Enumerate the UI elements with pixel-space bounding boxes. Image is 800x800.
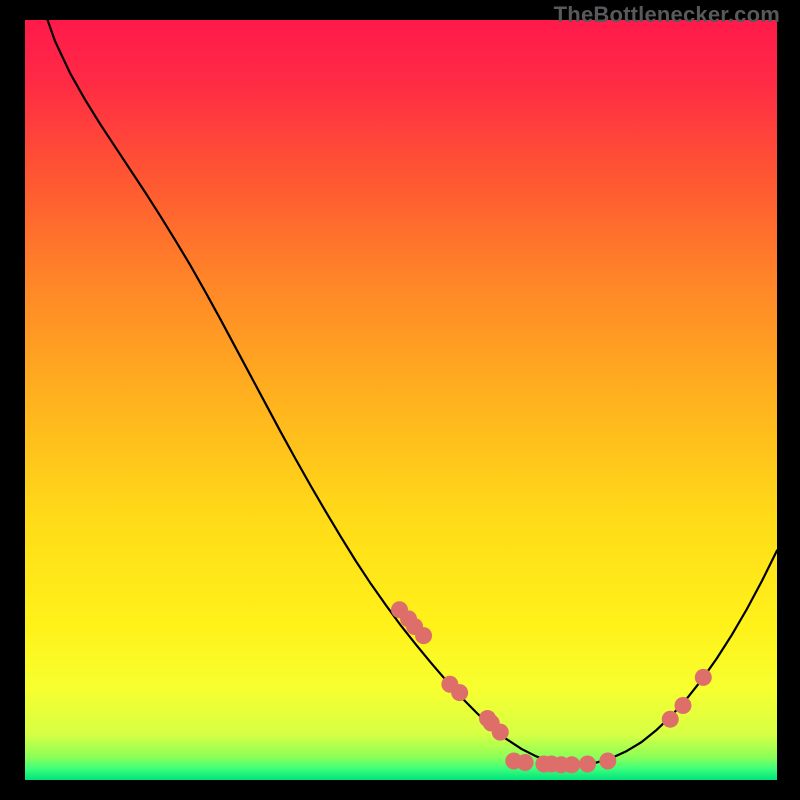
data-marker (599, 753, 616, 770)
data-marker (695, 669, 712, 686)
figure-frame: TheBottlenecker.com (0, 0, 800, 800)
data-marker (517, 754, 534, 771)
data-marker (579, 756, 596, 773)
data-marker (451, 684, 468, 701)
data-marker (563, 756, 580, 773)
data-marker (415, 627, 432, 644)
chart-background (25, 20, 777, 780)
data-marker (675, 697, 692, 714)
bottleneck-curve-chart (25, 20, 777, 780)
watermark-text: TheBottlenecker.com (554, 2, 780, 28)
data-marker (492, 724, 509, 741)
data-marker (662, 711, 679, 728)
